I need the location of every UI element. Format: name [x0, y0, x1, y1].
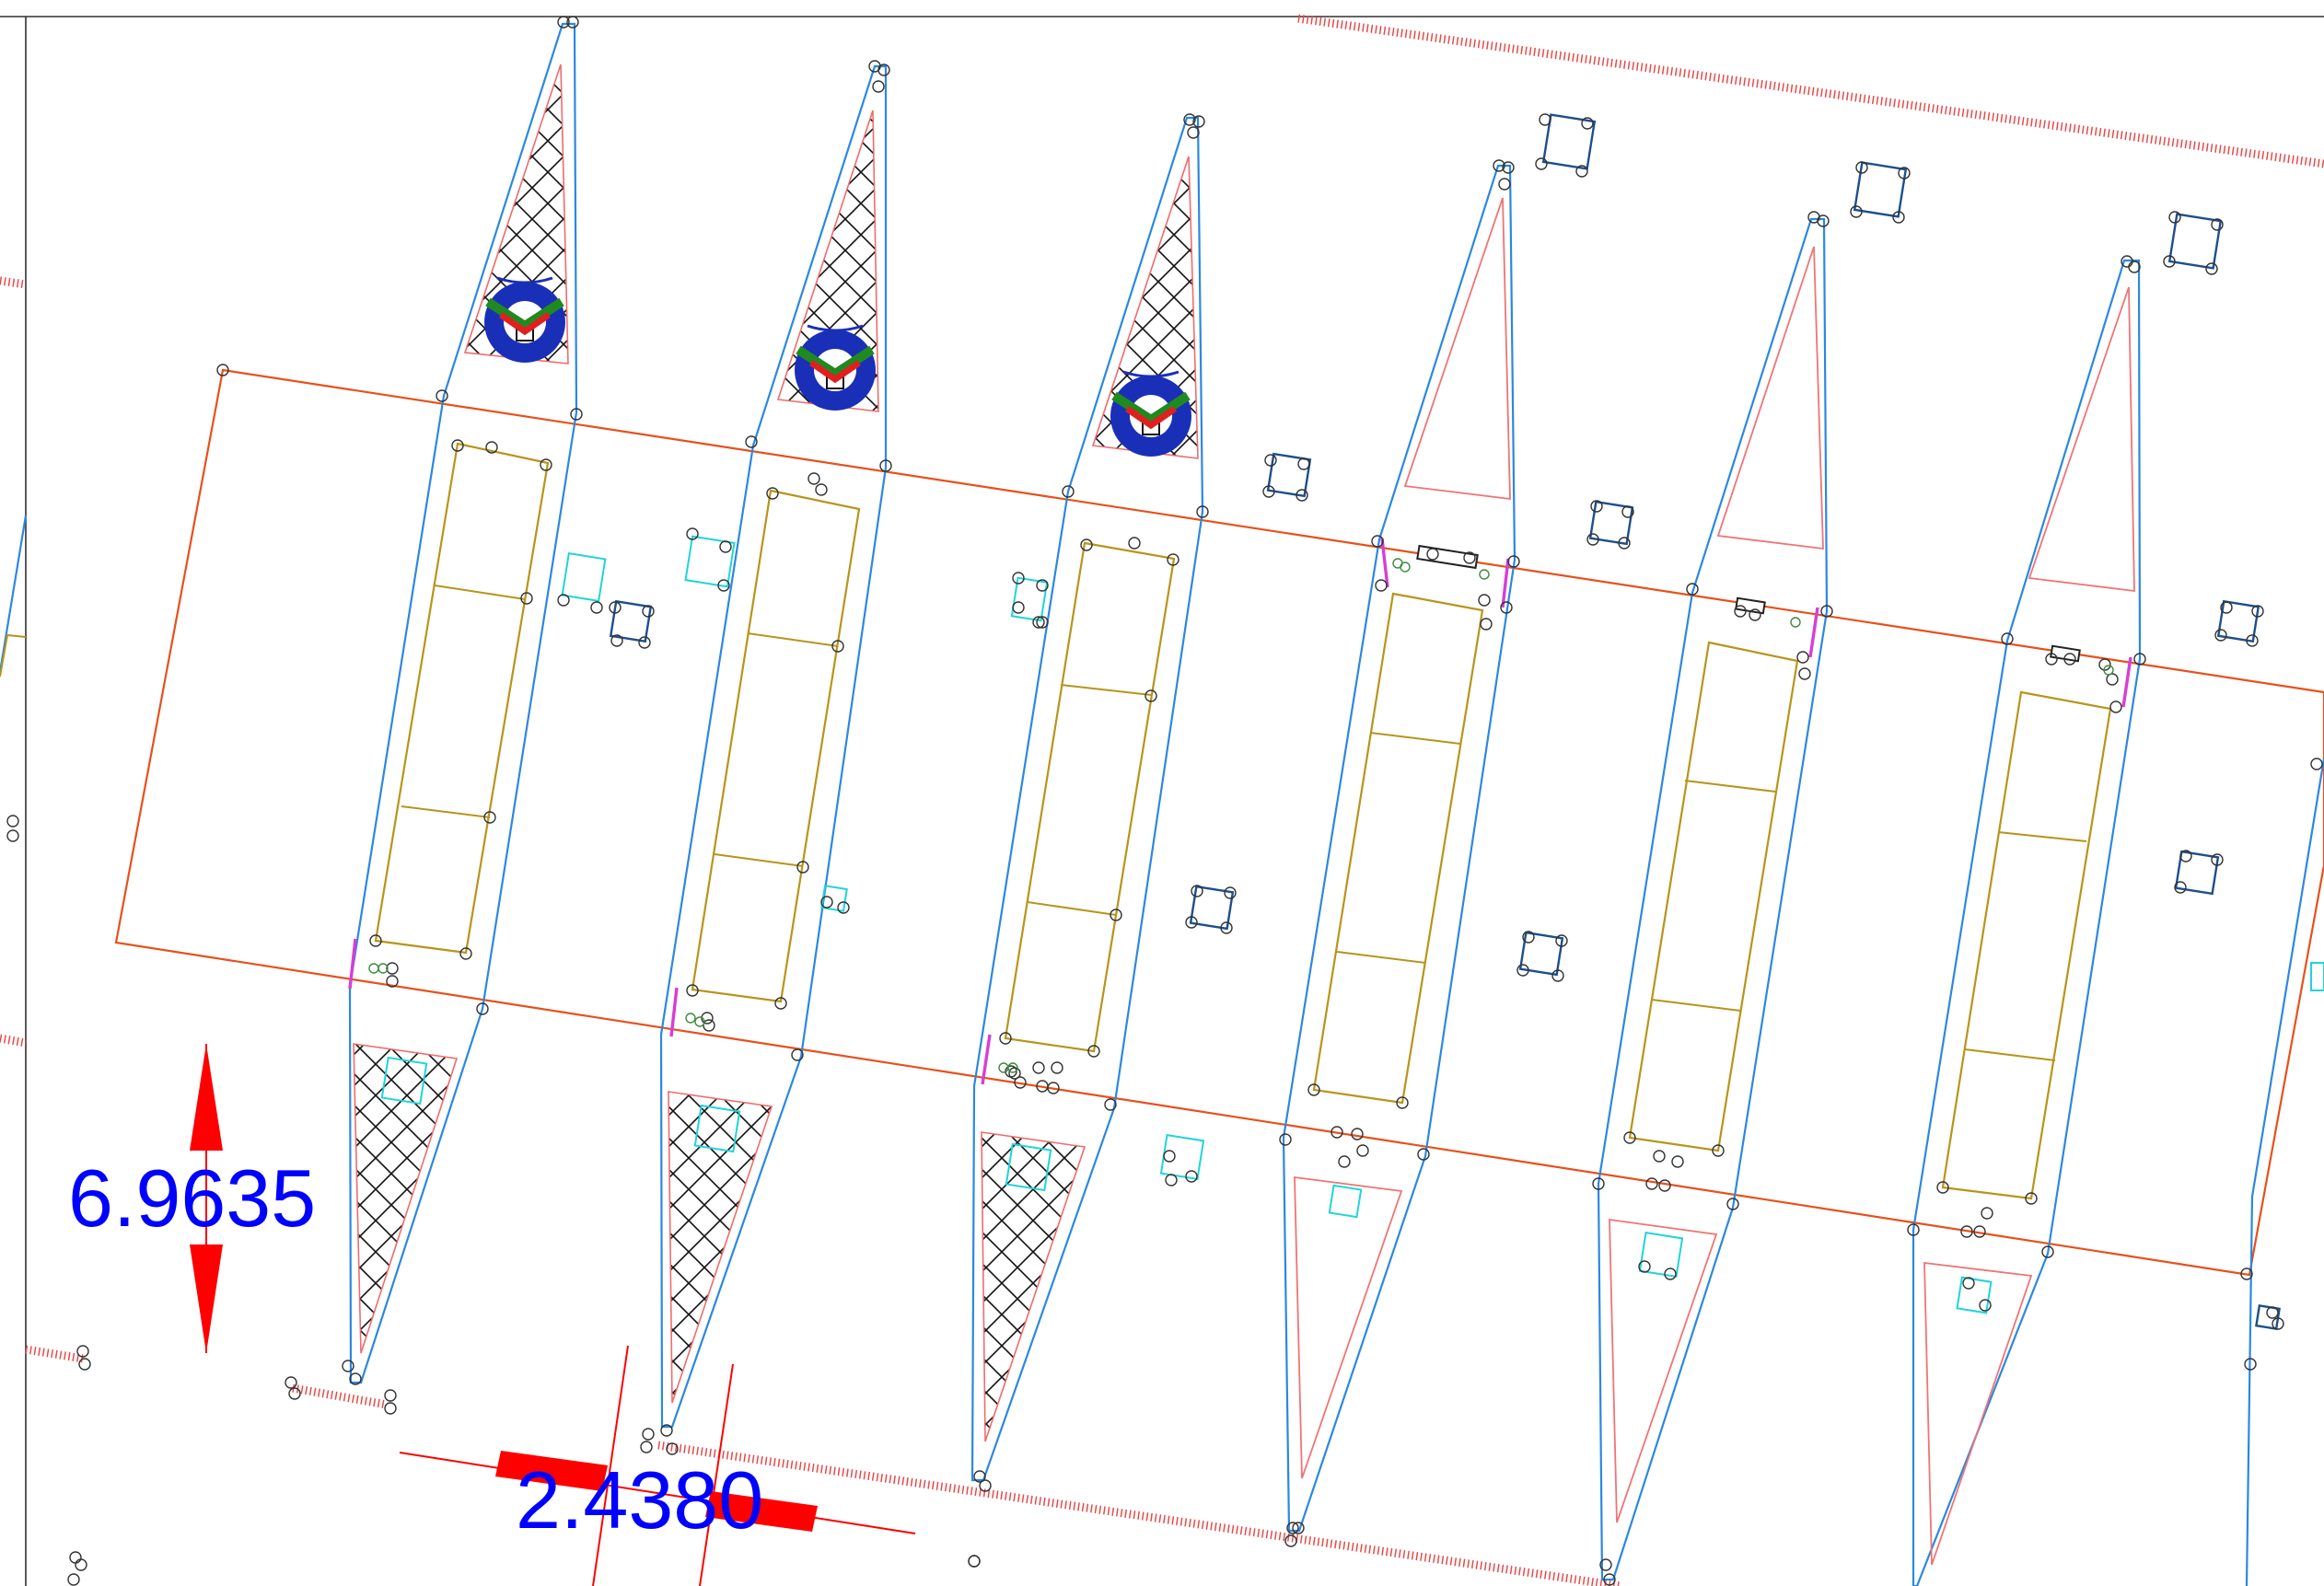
cyan-marker — [1012, 578, 1047, 620]
square-marker — [1854, 163, 1906, 217]
planter-bottom-2 — [668, 1092, 772, 1403]
road-strip-top — [1298, 18, 2324, 164]
cyan-marker — [686, 537, 735, 587]
dimension-horizontal[interactable]: 2.4380 — [400, 1346, 915, 1586]
road-strip-small — [293, 1388, 387, 1405]
planter-bottom-3 — [982, 1132, 1085, 1441]
triangle-bottom-6 — [1924, 1263, 2031, 1565]
hatched-planters — [354, 64, 1198, 1441]
road-strip-left-b — [0, 1038, 26, 1043]
triangle-bottom-4 — [1295, 1177, 1401, 1478]
inner-rect-1 — [376, 444, 548, 953]
inner-rect-5 — [1630, 643, 1797, 1151]
triangle-top-5 — [1718, 247, 1823, 549]
vent-markers — [1417, 546, 2079, 661]
outline-triangles — [1295, 198, 2134, 1565]
triangle-bottom-5 — [1609, 1220, 1716, 1522]
dimension-vertical[interactable]: 6.9635 — [68, 1044, 316, 1353]
cyan-marker — [1330, 1186, 1361, 1217]
stall-4 — [1284, 166, 1515, 1531]
dimension-horizontal-value: 2.4380 — [516, 1454, 763, 1545]
inner-rect-2 — [692, 491, 859, 1001]
road-strip-left-a — [0, 281, 26, 284]
triangle-top-4 — [1405, 198, 1510, 499]
cyan-marker — [563, 553, 606, 601]
planter-bottom-1 — [354, 1044, 457, 1353]
cyan-marker — [1640, 1233, 1682, 1277]
cyan-marker — [2311, 963, 2324, 990]
square-marker — [1543, 115, 1595, 169]
road-strip-left-c — [26, 1349, 83, 1359]
stall-5 — [1598, 219, 1827, 1580]
green-nodes — [369, 559, 2113, 1072]
inner-rect-6 — [0, 635, 2110, 1198]
magenta-posts — [350, 538, 2131, 1084]
stall-edge-right — [2247, 758, 2324, 1586]
dimension-vertical-value: 6.9635 — [68, 1152, 316, 1244]
stall-edge-left — [0, 515, 26, 672]
inner-rect-4 — [1314, 594, 1482, 1103]
cyan-marker — [1161, 1135, 1203, 1179]
stall-6 — [1913, 260, 2140, 1586]
triangle-top-6 — [2029, 287, 2134, 591]
